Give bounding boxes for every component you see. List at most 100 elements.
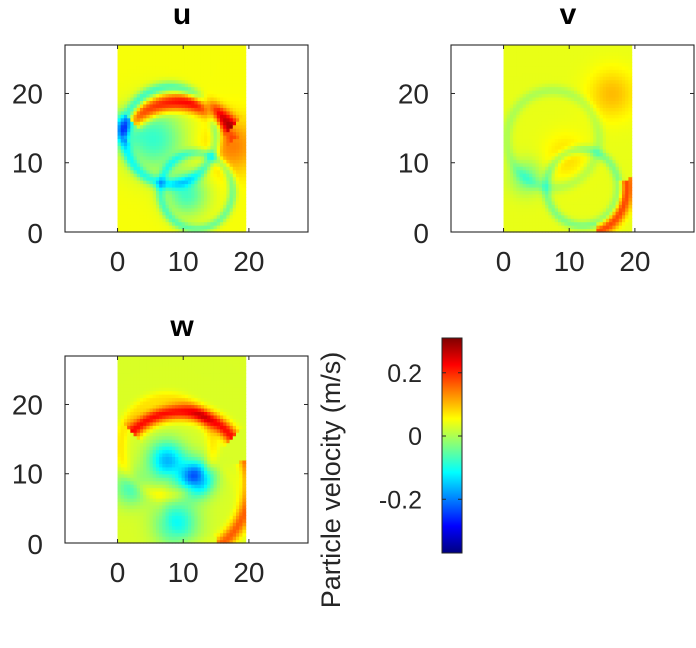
heatmap-cell <box>551 135 556 140</box>
heatmap-cell <box>120 407 125 412</box>
heatmap-cell <box>203 159 208 164</box>
heatmap-cell <box>625 145 629 150</box>
heatmap-cell <box>149 225 154 230</box>
heatmap-cell <box>139 124 144 129</box>
heatmap-cell <box>223 180 227 185</box>
heatmap-cell <box>146 225 151 230</box>
heatmap-cell <box>146 532 151 537</box>
heatmap-cell <box>175 141 179 147</box>
heatmap-cell <box>117 176 122 181</box>
heatmap-cell <box>149 435 154 440</box>
heatmap-cell <box>615 214 620 219</box>
heatmap-cell <box>548 107 553 112</box>
heatmap-cell <box>152 446 157 451</box>
heatmap-cell <box>573 145 578 150</box>
heatmap-cell <box>120 421 125 426</box>
heatmap-cell <box>120 504 125 509</box>
heatmap-cell <box>127 145 131 150</box>
heatmap-cell <box>561 131 565 136</box>
heatmap-cell <box>127 407 131 412</box>
heatmap-cell <box>589 86 594 91</box>
heatmap-cell <box>184 128 189 133</box>
heatmap-cell <box>120 446 125 451</box>
heatmap-cell <box>207 225 211 230</box>
heatmap-cell <box>554 58 559 63</box>
heatmap-cell <box>538 183 543 188</box>
heatmap-cell <box>149 62 154 67</box>
heatmap-cell <box>513 228 517 233</box>
heatmap-cell <box>127 394 131 399</box>
heatmap-cell <box>139 107 144 112</box>
heatmap-cell <box>175 186 179 192</box>
heatmap-cell <box>216 110 221 115</box>
heatmap-cell <box>503 173 508 178</box>
heatmap-cell <box>226 86 231 91</box>
heatmap-cell <box>506 176 511 181</box>
heatmap-cell <box>525 173 530 178</box>
heatmap-cell <box>133 380 138 385</box>
heatmap-cell <box>171 128 176 133</box>
heatmap-cell <box>615 183 620 188</box>
heatmap-cell <box>239 117 243 122</box>
heatmap-cell <box>628 173 633 178</box>
heatmap-cell <box>548 190 553 195</box>
heatmap-cell <box>133 491 138 496</box>
heatmap-cell <box>146 459 151 464</box>
heatmap-cell <box>586 218 591 223</box>
heatmap-cell <box>541 180 546 185</box>
heatmap-cell <box>213 200 218 205</box>
heatmap-cell <box>136 366 141 371</box>
heatmap-cell <box>127 180 131 185</box>
heatmap-cell <box>535 79 540 84</box>
heatmap-cell <box>123 356 128 361</box>
heatmap-cell <box>622 100 626 105</box>
heatmap-cell <box>602 207 607 212</box>
heatmap-cell <box>162 221 167 226</box>
heatmap-cell <box>532 107 537 112</box>
heatmap-cell <box>149 411 154 416</box>
heatmap-cell <box>628 93 633 98</box>
heatmap-cell <box>127 90 131 95</box>
heatmap-cell <box>152 176 157 181</box>
heatmap-cell <box>175 62 179 67</box>
heatmap-cell <box>152 532 157 537</box>
heatmap-cell <box>136 138 141 143</box>
heatmap-cell <box>561 121 565 126</box>
heatmap-cell <box>570 225 575 230</box>
heatmap-cell <box>586 48 591 53</box>
heatmap-cell <box>143 214 147 219</box>
heatmap-cell <box>513 93 517 98</box>
heatmap-cell <box>622 117 626 122</box>
heatmap-cell <box>181 128 186 133</box>
heatmap-cell <box>178 55 183 60</box>
heatmap-cell <box>561 169 565 174</box>
heatmap-cell <box>625 55 629 60</box>
heatmap-cell <box>184 124 189 129</box>
heatmap-cell <box>236 204 240 209</box>
heatmap-cell <box>203 117 208 122</box>
heatmap-cell <box>197 135 202 140</box>
heatmap-cell <box>567 145 572 150</box>
heatmap-cell <box>136 418 141 423</box>
heatmap-cell <box>506 166 511 171</box>
heatmap-cell <box>506 114 511 119</box>
heatmap-cell <box>136 446 141 451</box>
heatmap-cell <box>538 200 543 205</box>
heatmap-cell <box>561 152 565 157</box>
heatmap-cell <box>117 135 122 140</box>
heatmap-cell <box>155 176 160 181</box>
heatmap-cell <box>573 162 578 167</box>
heatmap-cell <box>194 93 199 98</box>
heatmap-cell <box>541 211 546 216</box>
heatmap-cell <box>628 65 633 70</box>
heatmap-cell <box>529 121 533 126</box>
heatmap-cell <box>236 228 240 233</box>
heatmap-cell <box>577 228 581 233</box>
heatmap-cell <box>123 425 128 430</box>
heatmap-cell <box>203 225 208 230</box>
heatmap-cell <box>545 51 549 56</box>
heatmap-cell <box>573 86 578 91</box>
heatmap-cell <box>143 459 147 464</box>
heatmap-cell <box>236 117 240 122</box>
heatmap-cell <box>564 69 569 74</box>
